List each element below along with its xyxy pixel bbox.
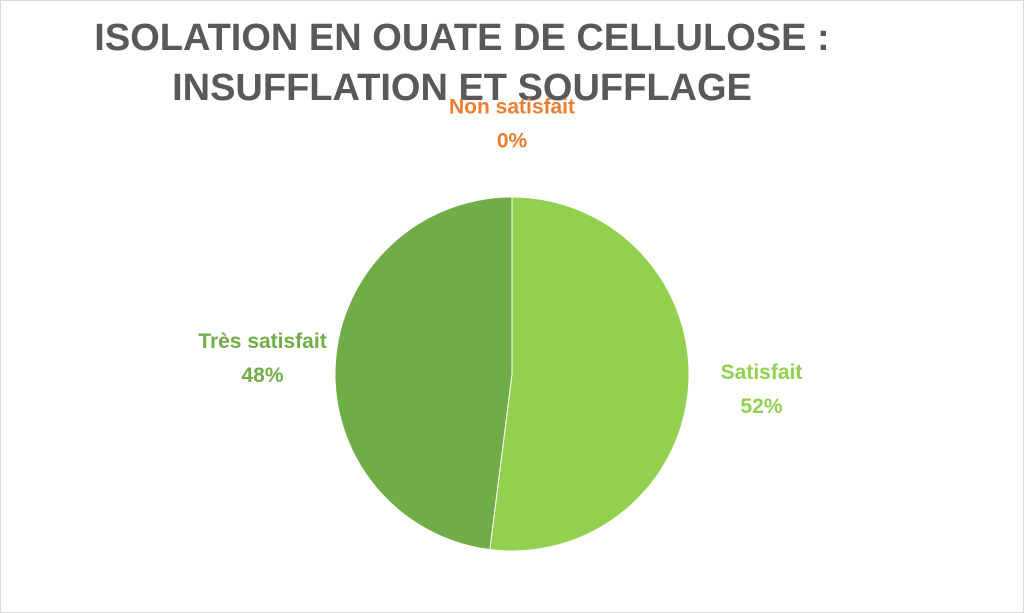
chart-title: ISOLATION EN OUATE DE CELLULOSE : <box>94 17 829 59</box>
slice-value-label: 0% <box>497 130 528 153</box>
slice-value-label: 52% <box>740 395 782 418</box>
pie-slice <box>334 196 513 551</box>
slice-value-label: 48% <box>241 364 283 387</box>
chart-title: INSUFFLATION ET SOUFFLAGE <box>172 67 752 109</box>
slice-label: Très satisfait <box>198 330 326 353</box>
slice-label: Satisfait <box>721 361 803 384</box>
slice-label: Non satisfait <box>449 96 575 119</box>
pie-slice <box>489 196 690 552</box>
